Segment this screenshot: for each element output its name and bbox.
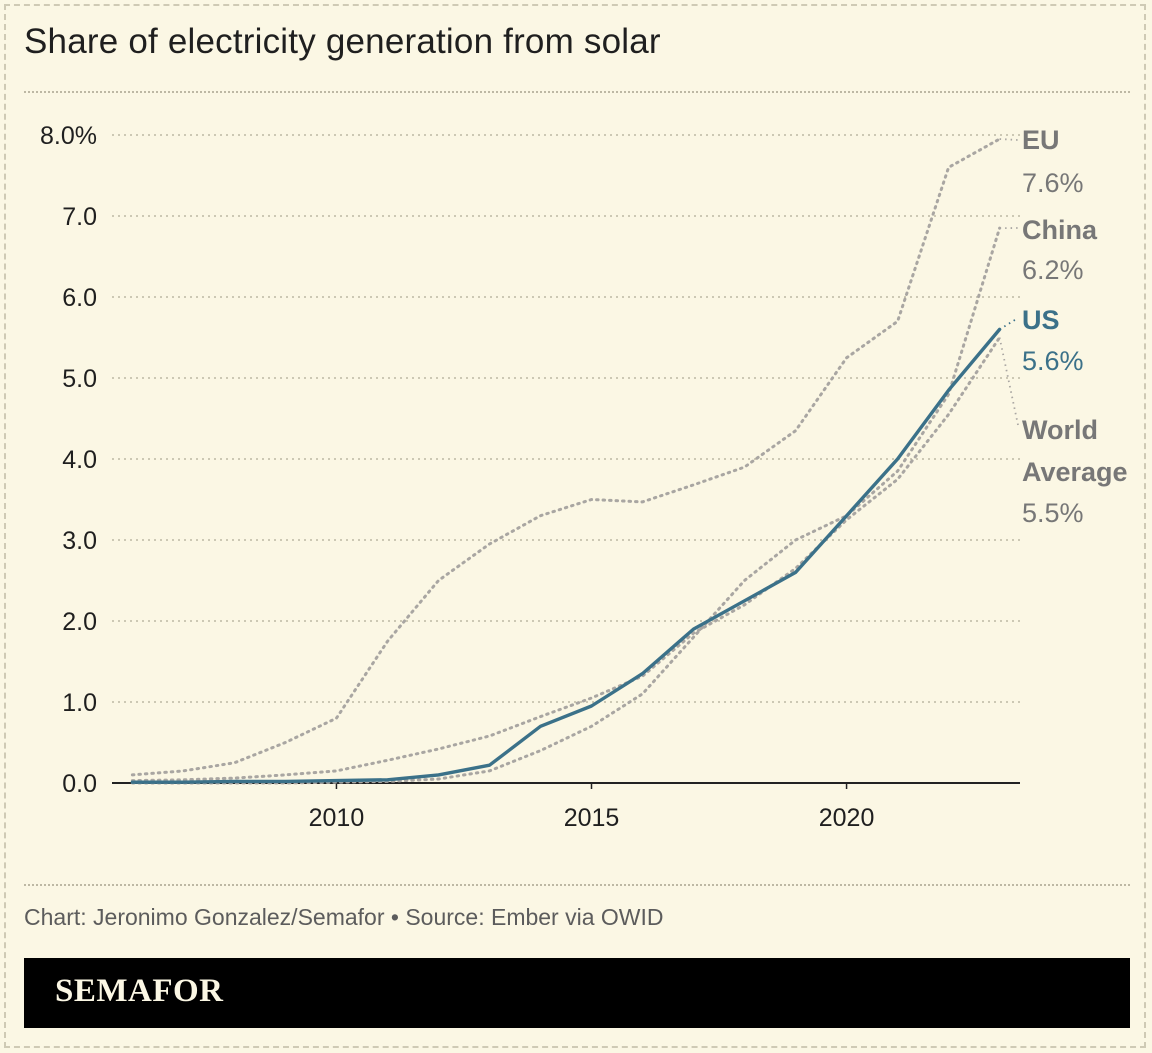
leader-line-us xyxy=(999,317,1019,331)
x-tick-label: 2020 xyxy=(819,804,875,832)
line-chart: 0.0 1.0 2.0 3.0 4.0 5.0 6.0 7.0 8.0% 2010 2015 202… xyxy=(40,122,1128,832)
series-lines xyxy=(130,137,1002,785)
y-tick-label: 2.0 xyxy=(62,608,97,636)
brand-bar: SEMAFOR xyxy=(24,958,1130,1028)
bottom-divider xyxy=(24,884,1130,886)
y-tick-label: 8.0% xyxy=(40,122,97,150)
y-tick-label: 7.0 xyxy=(62,203,97,231)
series-line-world-average xyxy=(130,336,1002,783)
series-label-world-average: World xyxy=(1022,415,1098,445)
series-line-eu xyxy=(130,137,1002,777)
series-label-world-average: Average xyxy=(1022,457,1128,487)
y-tick-label: 5.0 xyxy=(62,365,97,393)
leader-line-eu xyxy=(999,138,1019,141)
series-label-us: US xyxy=(1022,305,1060,335)
chart-credit: Chart: Jeronimo Gonzalez/Semafor • Sourc… xyxy=(24,904,664,930)
leader-line-world-average xyxy=(998,337,1019,426)
y-tick-label: 3.0 xyxy=(62,527,97,555)
series-value-china: 6.2% xyxy=(1022,255,1084,285)
series-label-china: China xyxy=(1022,215,1098,245)
y-tick-label: 0.0 xyxy=(62,770,97,798)
series-end-labels: EU 7.6% China 6.2% US 5.6% World Average 5.5% xyxy=(998,125,1128,528)
y-tick-label: 6.0 xyxy=(62,284,97,312)
series-label-eu: EU xyxy=(1022,125,1060,155)
series-value-eu: 7.6% xyxy=(1022,168,1084,198)
series-line-china xyxy=(130,226,1002,785)
y-tick-label: 4.0 xyxy=(62,446,97,474)
y-axis-ticks: 0.0 1.0 2.0 3.0 4.0 5.0 6.0 7.0 8.0% xyxy=(40,122,97,798)
y-tick-label: 1.0 xyxy=(62,689,97,717)
brand-logo: SEMAFOR xyxy=(55,973,224,1009)
chart-title: Share of electricity generation from sol… xyxy=(24,22,661,61)
gridlines xyxy=(112,134,1020,784)
series-line-us xyxy=(130,327,1002,784)
x-axis-ticks: 2010 2015 2020 xyxy=(309,783,875,832)
series-value-world-average: 5.5% xyxy=(1022,498,1084,528)
series-value-us: 5.6% xyxy=(1022,346,1084,376)
x-tick-label: 2015 xyxy=(564,804,620,832)
chart-frame xyxy=(4,4,1146,1048)
top-divider xyxy=(24,91,1130,93)
x-tick-label: 2010 xyxy=(309,804,365,832)
